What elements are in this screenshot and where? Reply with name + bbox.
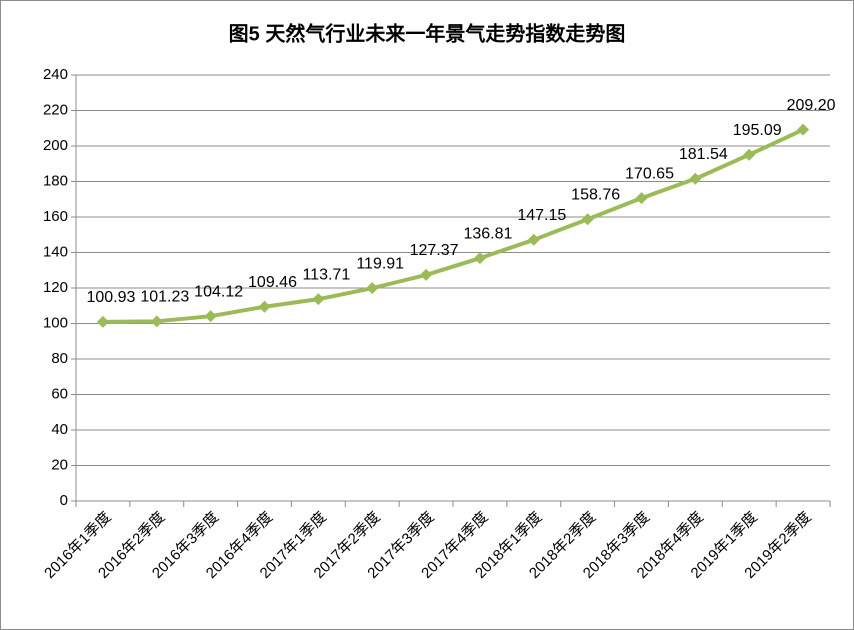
data-point — [312, 293, 325, 306]
data-point — [150, 315, 163, 328]
data-label: 101.23 — [140, 289, 189, 306]
data-label: 147.15 — [517, 207, 566, 224]
y-tick-label: 40 — [51, 421, 68, 438]
data-line — [102, 127, 804, 324]
y-tick-label: 140 — [43, 243, 68, 260]
y-tick-label: 160 — [43, 208, 68, 225]
data-point — [258, 300, 271, 313]
data-label: 209.20 — [787, 97, 836, 114]
data-label: 181.54 — [679, 146, 728, 163]
data-point — [473, 252, 486, 265]
data-point — [743, 148, 756, 161]
y-tick-label: 60 — [51, 385, 68, 402]
data-point — [204, 310, 217, 323]
data-label: 119.91 — [356, 255, 404, 272]
data-label: 100.93 — [86, 289, 135, 306]
data-label: 109.46 — [248, 274, 297, 291]
y-tick-label: 220 — [43, 101, 68, 118]
data-point — [797, 123, 810, 136]
y-tick-label: 20 — [51, 456, 68, 473]
data-point — [420, 268, 433, 281]
data-label: 158.76 — [571, 186, 620, 203]
y-tick-label: 120 — [43, 279, 68, 296]
data-point — [689, 172, 702, 185]
data-label: 195.09 — [733, 122, 782, 139]
y-tick-label: 200 — [43, 137, 68, 154]
data-point — [527, 233, 540, 246]
data-point — [635, 192, 648, 205]
data-label: 127.37 — [410, 242, 459, 259]
y-tick-label: 80 — [51, 350, 68, 367]
data-point — [581, 213, 594, 226]
y-tick-label: 100 — [43, 314, 68, 331]
data-point — [96, 315, 109, 328]
data-label: 113.71 — [302, 266, 350, 283]
y-tick-label: 240 — [43, 66, 68, 83]
y-tick-label: 180 — [43, 172, 68, 189]
data-label: 170.65 — [625, 165, 674, 182]
data-label: 136.81 — [463, 225, 512, 242]
data-label: 104.12 — [194, 283, 243, 300]
chart-title: 图5 天然气行业未来一年景气走势指数走势图 — [229, 21, 626, 45]
y-tick-label: 0 — [60, 492, 68, 509]
data-point — [366, 282, 379, 295]
